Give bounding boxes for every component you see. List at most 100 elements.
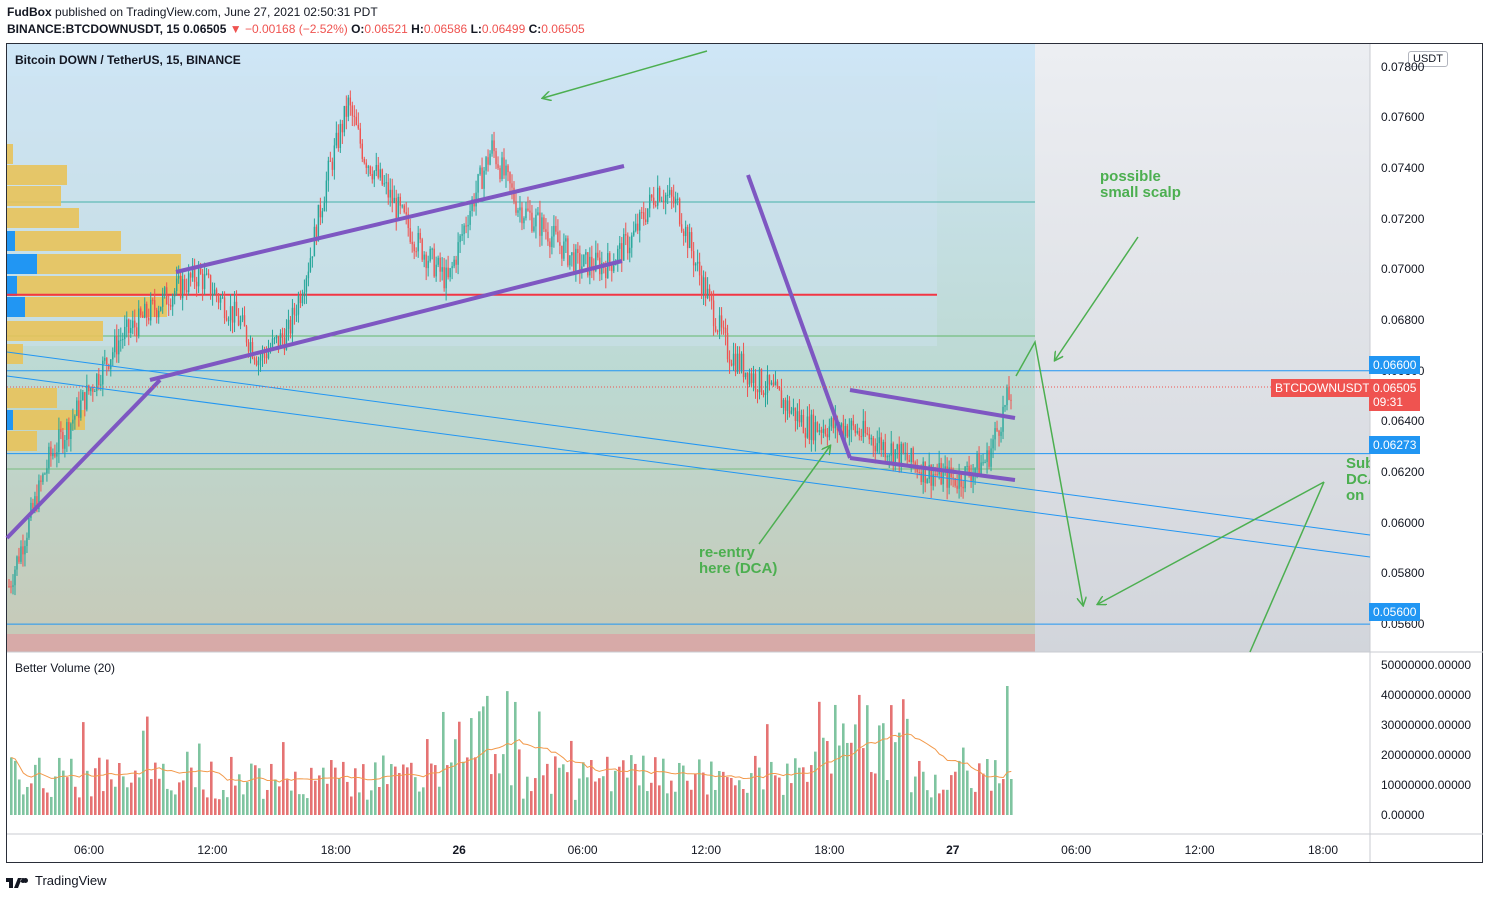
candle-body [26, 537, 28, 547]
candle-body [922, 461, 924, 483]
candle-body [601, 263, 603, 275]
candle-body [18, 556, 20, 562]
candle-body [828, 426, 831, 438]
candle-body [511, 183, 513, 188]
price-tick: 0.07400 [1381, 161, 1425, 176]
volume-bar [874, 773, 877, 815]
volume-bar [670, 780, 673, 815]
volume-bar [58, 757, 61, 815]
candle-body [261, 349, 264, 358]
candle-body [856, 430, 859, 433]
volume-bar [382, 755, 385, 815]
candle-body [487, 157, 489, 165]
volume-bar [774, 775, 777, 815]
candle-body [772, 382, 775, 386]
candle-body [399, 196, 401, 206]
candle-body [876, 443, 878, 452]
candle-body [291, 307, 294, 334]
volume-bar [282, 742, 285, 815]
volume-bar [130, 782, 133, 815]
volume-bar [998, 783, 1001, 815]
annotation-scalp: possible small scalp [1100, 168, 1181, 201]
volume-bar [610, 791, 613, 815]
candle-body [10, 586, 12, 588]
candle-body [754, 373, 757, 390]
candle-body [379, 169, 381, 178]
candle-body [978, 453, 980, 475]
candle-body [655, 205, 657, 207]
price-tick: 0.06200 [1381, 465, 1425, 480]
candle-body [515, 201, 517, 213]
candle-body [289, 319, 292, 334]
candle-body [102, 360, 104, 385]
volume-bar [922, 771, 925, 815]
candle-body [880, 437, 882, 451]
candle-body [966, 465, 968, 467]
candle-body [122, 339, 124, 341]
candle-body [140, 308, 142, 316]
volume-bar [242, 794, 245, 815]
candle-body [549, 241, 551, 248]
volume-bar [854, 724, 857, 815]
candle-body [766, 374, 769, 393]
candle-body [784, 399, 787, 411]
candle-body [704, 277, 707, 299]
down-triangle-icon: ▼ [229, 22, 242, 36]
candle-body [583, 254, 585, 267]
vp-row [7, 254, 181, 274]
candle-body [884, 442, 886, 458]
volume-bar [210, 761, 213, 815]
candle-body [678, 198, 681, 225]
candle-body [479, 167, 481, 175]
volume-bar [42, 788, 45, 815]
volume-bar [222, 790, 225, 815]
candle-body [964, 466, 966, 489]
vp-row [7, 344, 23, 364]
candle-body [579, 253, 581, 272]
volume-bar [534, 778, 537, 815]
candle-body [98, 374, 100, 386]
candle-body [980, 462, 982, 475]
volume-tick: 0.00000 [1381, 808, 1425, 822]
vp-row-blue [7, 276, 17, 296]
candle-body [126, 319, 128, 327]
volume-bar [86, 770, 89, 815]
candle-body [449, 268, 451, 278]
candle-body [988, 450, 990, 467]
volume-bar [810, 765, 813, 815]
candle-body [708, 288, 711, 294]
candle-body [489, 153, 491, 165]
candle-body [1006, 387, 1008, 406]
candle-body [409, 228, 411, 242]
candle-body [345, 105, 348, 117]
volume-bar [50, 796, 53, 815]
candle-body [611, 263, 613, 272]
volume-bar [1010, 779, 1013, 815]
flag-top [849, 388, 1016, 420]
drop-line [746, 174, 852, 459]
candle-body [96, 374, 98, 392]
volume-bar [910, 792, 913, 815]
candle-body [351, 105, 354, 116]
volume-bar [742, 788, 745, 815]
candle-body [609, 253, 611, 264]
candle-body [94, 391, 96, 393]
candle-body [744, 372, 747, 378]
candle-body [539, 212, 541, 236]
candle-body [183, 279, 186, 291]
volume-bar [422, 787, 425, 815]
currency-badge[interactable]: USDT [1408, 51, 1448, 67]
candle-body [132, 320, 134, 328]
candle-body [625, 234, 627, 236]
volume-bar [30, 783, 33, 815]
volume-bar [598, 778, 601, 815]
volume-bar [286, 779, 289, 815]
tradingview-logo[interactable]: TradingView [6, 873, 107, 888]
candle-body [710, 293, 713, 301]
candle-body [279, 333, 282, 348]
candle-body [507, 165, 509, 173]
volume-bar [846, 742, 849, 815]
volume-bar [94, 768, 97, 815]
volume-bar [606, 756, 609, 815]
